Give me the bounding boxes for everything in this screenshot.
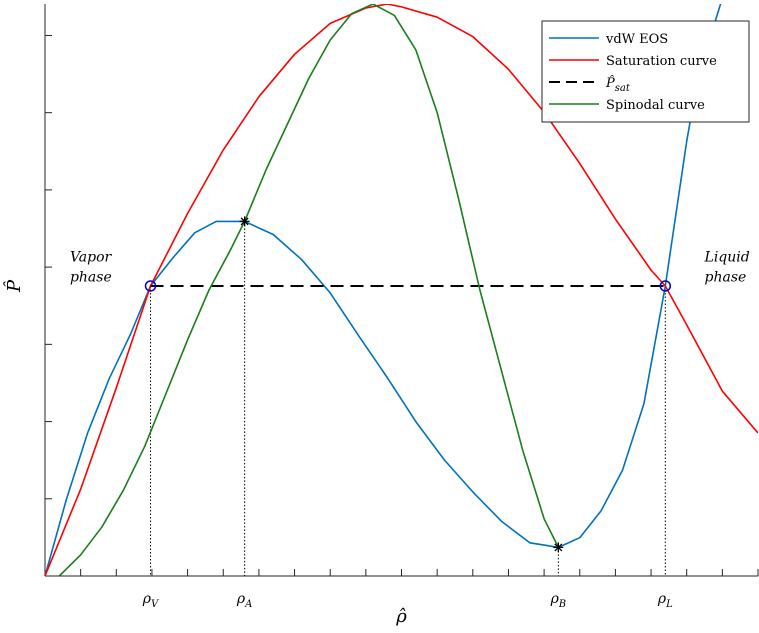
star-marker	[553, 542, 563, 552]
legend-label: Saturation curve	[606, 54, 717, 69]
legend-label: vdW EOS	[605, 32, 668, 47]
y-axis-label: P̂	[3, 279, 25, 293]
phase-annotation: phase	[70, 269, 112, 285]
phase-annotation: Vapor	[70, 249, 113, 265]
series-line	[59, 4, 558, 576]
phase-annotation: phase	[705, 269, 747, 285]
x-tick-label: ρA	[236, 591, 252, 610]
x-tick-label: ρV	[142, 591, 160, 610]
x-axis-label: ρ̂	[395, 606, 407, 627]
x-tick-label: ρL	[657, 591, 673, 610]
x-tick-label: ρB	[550, 591, 567, 610]
phase-annotation: Liquid	[704, 249, 750, 265]
legend-label: Spinodal curve	[606, 98, 705, 113]
star-marker	[240, 216, 250, 226]
